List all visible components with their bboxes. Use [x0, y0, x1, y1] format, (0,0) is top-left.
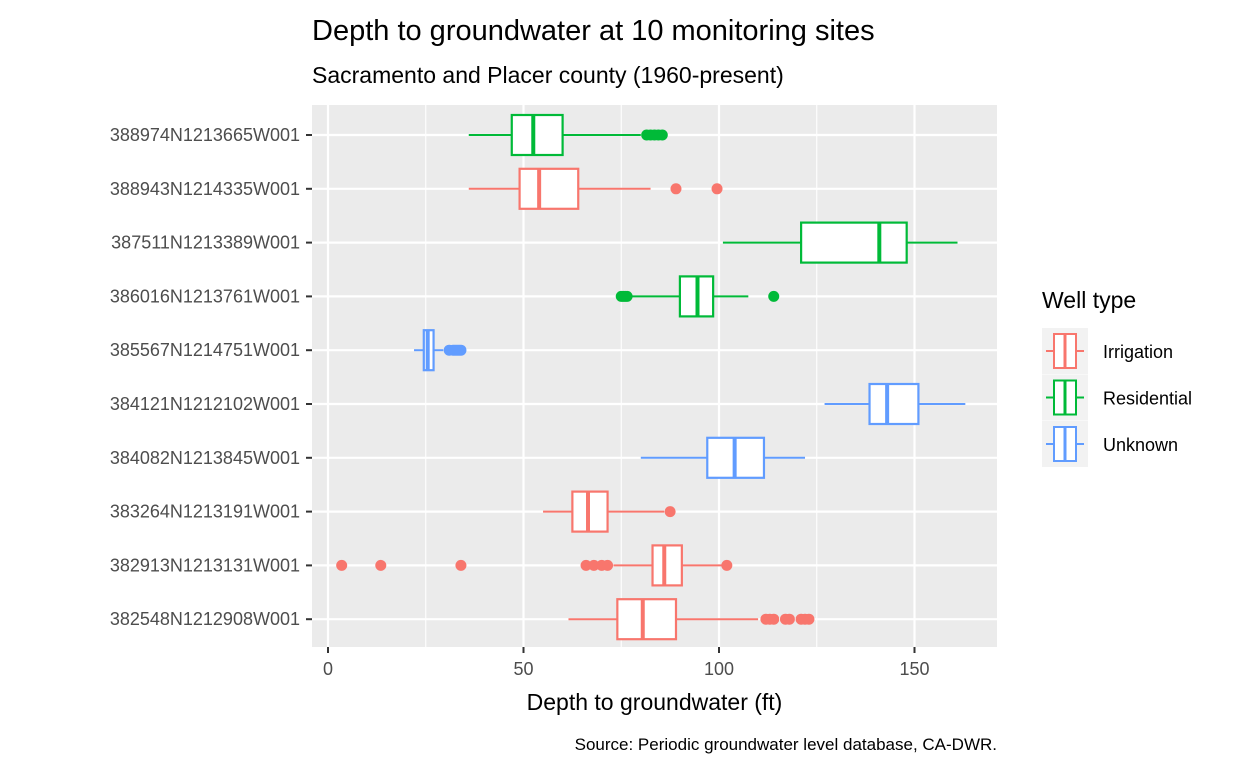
outlier-point — [664, 506, 676, 518]
box-384082N1213845W001 — [640, 436, 806, 479]
box-388974N1213665W001 — [468, 113, 668, 157]
outlier-point — [803, 613, 815, 625]
legend-item-residential: Residential — [1042, 374, 1192, 421]
box-382548N1212908W001 — [568, 598, 815, 641]
outlier-point — [580, 559, 592, 571]
outlier-point — [588, 559, 600, 571]
y-tick-label: 384121N1212102W001 — [110, 394, 300, 414]
box-iqr — [510, 113, 564, 157]
y-tick-label: 387511N1213389W001 — [111, 233, 300, 253]
legend: Well type Irrigation Residential Unknown — [1042, 287, 1192, 467]
outlier-point — [621, 290, 633, 302]
y-tick-label: 388943N1214335W001 — [110, 179, 300, 199]
legend-label: Residential — [1103, 389, 1192, 409]
y-tick-label: 385567N1214751W001 — [110, 340, 300, 360]
x-tick-label: 150 — [899, 659, 929, 679]
box-385567N1214751W001 — [414, 329, 467, 372]
outlier-point — [783, 613, 795, 625]
legend-item-unknown: Unknown — [1042, 421, 1178, 467]
outlier-point — [670, 183, 682, 195]
legend-item-irrigation: Irrigation — [1042, 328, 1173, 374]
outlier-point — [455, 344, 467, 356]
box-388943N1214335W001 — [468, 167, 723, 210]
y-tick-label: 386016N1213761W001 — [110, 286, 300, 306]
outlier-point — [721, 559, 733, 571]
outlier-point — [336, 559, 348, 571]
legend-label: Unknown — [1103, 435, 1178, 455]
outlier-point — [656, 129, 668, 141]
box-iqr — [616, 598, 678, 641]
legend-title: Well type — [1042, 287, 1136, 313]
box-iqr — [868, 382, 920, 426]
box-387511N1213389W001 — [722, 221, 958, 264]
chart-caption: Source: Periodic groundwater level datab… — [575, 735, 997, 754]
legend-label: Irrigation — [1103, 342, 1173, 362]
outlier-point — [375, 559, 387, 571]
box-384121N1212102W001 — [824, 382, 966, 426]
box-series — [336, 113, 966, 641]
y-tick-label: 384082N1213845W001 — [110, 448, 300, 468]
y-tick-label: 388974N1213665W001 — [110, 125, 300, 145]
x-tick-label: 50 — [513, 659, 533, 679]
outlier-point — [768, 613, 780, 625]
outlier-point — [455, 559, 467, 571]
box-382913N1213131W001 — [336, 544, 733, 587]
y-tick-label: 383264N1213191W001 — [110, 502, 300, 522]
x-tick-label: 100 — [704, 659, 734, 679]
x-axis-title: Depth to groundwater (ft) — [527, 689, 783, 715]
outlier-point — [768, 290, 780, 302]
outlier-point — [602, 559, 614, 571]
y-axis: 388974N1213665W001 388943N1214335W001 3875… — [110, 125, 312, 629]
box-iqr — [651, 544, 683, 587]
box-iqr — [518, 167, 580, 210]
chart-title: Depth to groundwater at 10 monitoring si… — [312, 15, 875, 47]
box-386016N1213761W001 — [615, 275, 780, 318]
x-axis: 0 50 100 150 — [323, 647, 930, 679]
box-iqr — [800, 221, 908, 264]
y-tick-label: 382548N1212908W001 — [110, 609, 300, 629]
outlier-point — [711, 183, 723, 195]
y-tick-label: 382913N1213131W001 — [110, 555, 300, 575]
x-tick-label: 0 — [323, 659, 333, 679]
box-383264N1213191W001 — [543, 490, 676, 533]
chart-subtitle: Sacramento and Placer county (1960-prese… — [312, 62, 784, 88]
